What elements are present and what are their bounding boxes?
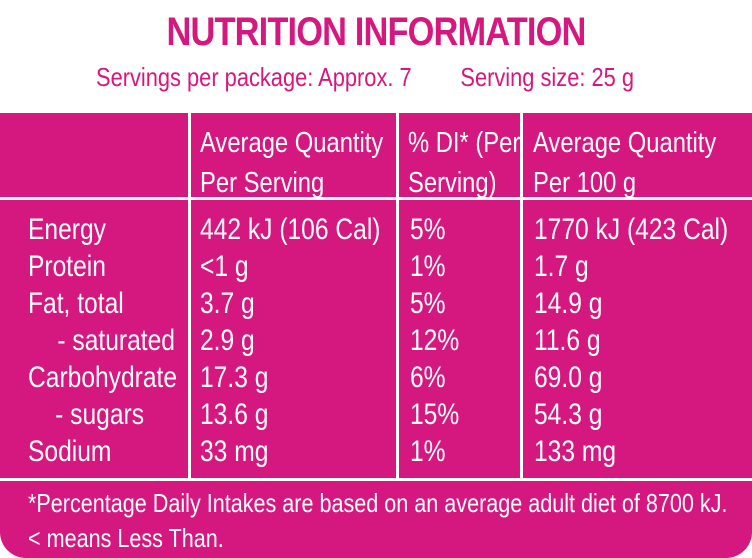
header-per-100g: Average Quantity Per 100 g [533,127,717,199]
per-serving-value: 13.6 g [200,398,269,431]
header-daily-intake: % DI* (Per Serving) [408,127,521,199]
per-serving-value: <1 g [200,250,249,283]
per-serving-value: 2.9 g [200,324,255,357]
per-100g-value: 54.3 g [534,398,603,431]
servings-per-package: Servings per package: Approx. 7 [96,62,412,92]
nutrient-name: Protein [28,250,106,283]
table-row: Protein <1 g 1% 1.7 g [0,248,752,285]
column-divider [188,113,191,478]
header-divider [0,197,752,200]
per-100g-value: 1770 kJ (423 Cal) [534,213,729,246]
daily-intake-value: 1% [410,435,446,468]
per-serving-value: 3.7 g [200,287,255,320]
footnote-divider [0,478,752,481]
per-100g-value: 133 mg [534,435,617,468]
nutrient-name: Sodium [28,435,112,468]
nutrient-name: Energy [28,213,106,246]
nutrient-name: Fat, total [28,287,124,320]
per-100g-value: 69.0 g [534,361,603,394]
column-divider [396,113,399,478]
nutrient-name: - saturated [57,324,175,357]
table-row: - sugars 13.6 g 15% 54.3 g [0,396,752,433]
daily-intake-value: 1% [410,250,446,283]
daily-intake-value: 5% [410,213,446,246]
table-row: - saturated 2.9 g 12% 11.6 g [0,322,752,359]
table-row: Carbohydrate 17.3 g 6% 69.0 g [0,359,752,396]
nutrient-name: Carbohydrate [28,361,178,394]
per-serving-value: 442 kJ (106 Cal) [200,213,381,246]
table-row: Sodium 33 mg 1% 133 mg [0,433,752,470]
daily-intake-value: 12% [410,324,460,357]
per-100g-value: 1.7 g [534,250,589,283]
nutrition-table: Average Quantity Per Serving % DI* (Per … [0,113,752,558]
daily-intake-value: 15% [410,398,460,431]
daily-intake-value: 5% [410,287,446,320]
table-row: Energy 442 kJ (106 Cal) 5% 1770 kJ (423 … [0,211,752,248]
servings-line: Servings per package: Approx. 7 Serving s… [96,62,634,93]
footnote: *Percentage Daily Intakes are based on a… [28,488,728,553]
daily-intake-value: 6% [410,361,446,394]
serving-size: Serving size: 25 g [460,62,634,92]
per-serving-value: 17.3 g [200,361,269,394]
header-per-serving: Average Quantity Per Serving [200,127,384,199]
column-divider [520,113,523,478]
per-100g-value: 11.6 g [534,324,601,357]
per-serving-value: 33 mg [200,435,269,468]
per-100g-value: 14.9 g [534,287,603,320]
panel-title: NUTRITION INFORMATION [166,10,587,54]
table-row: Fat, total 3.7 g 5% 14.9 g [0,285,752,322]
nutrient-name: - sugars [55,398,144,431]
